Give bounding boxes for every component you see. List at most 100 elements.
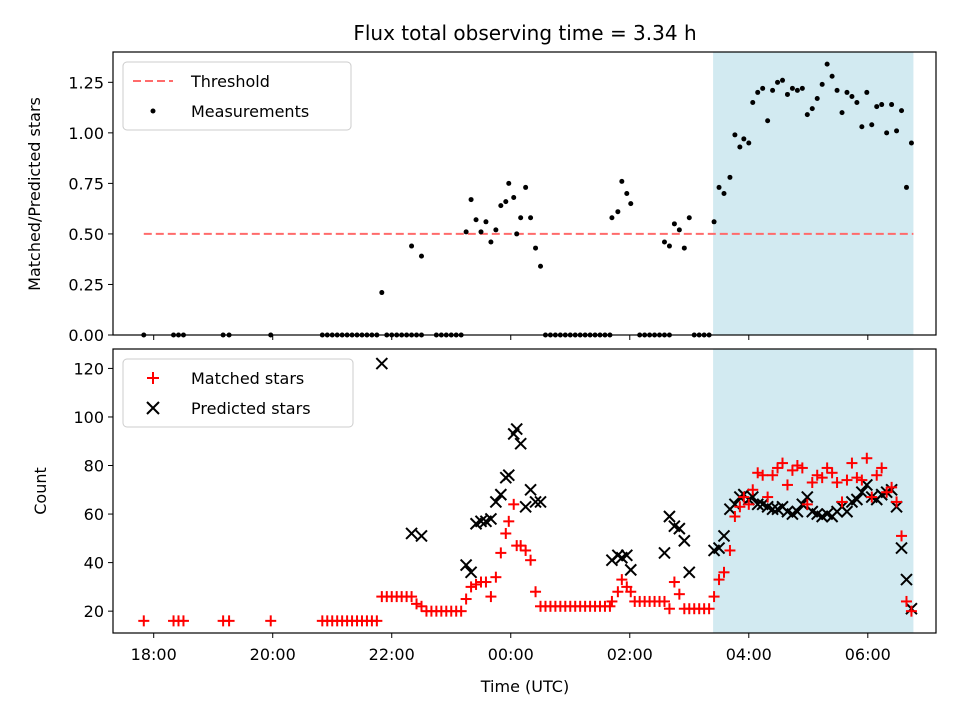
predicted-legend-label: Predicted stars xyxy=(191,399,311,418)
measurement-point xyxy=(789,85,795,91)
measurement-point xyxy=(671,221,677,227)
matched-star-point xyxy=(673,588,685,600)
bottom-plot-frame xyxy=(112,348,937,634)
measurement-point xyxy=(483,219,489,225)
predicted-star-point xyxy=(658,546,671,560)
y-tick-label: 100 xyxy=(73,408,104,427)
matched-star-point xyxy=(708,591,720,603)
x-axis-label: Time (UTC) xyxy=(480,677,569,696)
predicted-star-point xyxy=(624,563,637,577)
predicted-star-point xyxy=(524,483,537,496)
measurement-point xyxy=(666,243,672,249)
x-tick-label: 04:00 xyxy=(726,645,772,664)
predicted-star-point xyxy=(850,493,864,506)
matched-star-point xyxy=(612,586,624,598)
matched-star-point xyxy=(821,462,833,474)
measurement-point xyxy=(884,130,890,136)
measurement-point xyxy=(379,290,385,296)
measurement-point xyxy=(849,93,855,99)
predicted-star-point xyxy=(895,541,908,555)
measurement-point xyxy=(770,87,776,93)
predicted-star-point xyxy=(801,490,814,504)
measurement-point xyxy=(727,174,733,180)
matched-star-point xyxy=(508,498,520,510)
measurement-point xyxy=(834,87,840,93)
matched-star-point xyxy=(490,571,502,583)
bottom-legend: Matched stars Predicted stars xyxy=(122,358,354,428)
measurement-point xyxy=(511,195,517,201)
measurement-point xyxy=(538,263,544,269)
predicted-star-point xyxy=(519,500,532,513)
measurement-point xyxy=(463,229,469,235)
matched-star-point xyxy=(470,578,482,590)
matched-star-point xyxy=(455,605,467,617)
matched-star-point xyxy=(606,595,618,607)
matched-star-point xyxy=(713,574,725,586)
predicted-star-point xyxy=(459,558,473,572)
matched-star-point xyxy=(480,576,492,588)
measurement-point xyxy=(894,128,900,134)
top-plot-frame xyxy=(112,51,937,336)
matched-star-point xyxy=(791,460,803,472)
matched-star-point xyxy=(530,586,542,598)
matched-star-point xyxy=(743,498,755,510)
matched-star-point xyxy=(724,544,736,556)
matched-star-point xyxy=(515,540,527,552)
matched-star-point xyxy=(177,615,189,627)
matched-star-point xyxy=(772,462,784,474)
matched-star-point xyxy=(668,576,680,588)
measurement-point xyxy=(804,112,810,118)
measurement-point xyxy=(624,191,630,196)
matched-star-point xyxy=(757,469,769,481)
matched-star-point xyxy=(900,595,912,607)
predicted-star-point xyxy=(678,534,691,547)
measurement-point xyxy=(874,104,880,110)
matched-star-point xyxy=(781,479,793,491)
predicted-star-point xyxy=(510,422,523,436)
matched-star-point xyxy=(460,593,472,605)
threshold-legend-label: Threshold xyxy=(190,72,270,91)
matched-star-point xyxy=(616,574,628,586)
matched-star-point xyxy=(503,515,515,527)
predicted-star-point xyxy=(712,541,726,555)
y-tick-label: 40 xyxy=(84,554,104,573)
matched-star-point xyxy=(465,581,477,593)
measurement-point xyxy=(809,106,815,112)
matched-star-point xyxy=(826,467,838,479)
matched-star-point xyxy=(856,474,868,486)
measurement-point xyxy=(468,197,474,203)
matched-star-point xyxy=(520,544,532,556)
x-tick-label: 00:00 xyxy=(488,645,534,664)
measurement-point xyxy=(518,215,524,221)
measurement-point xyxy=(829,73,835,79)
measurement-point xyxy=(879,102,885,108)
measurement-point xyxy=(523,184,529,190)
predicted-star-point xyxy=(494,488,508,501)
predicted-star-point xyxy=(728,498,742,511)
measurement-point xyxy=(498,203,504,209)
matched-star-point xyxy=(876,462,888,474)
x-tick-label: 06:00 xyxy=(845,645,891,664)
predicted-star-point xyxy=(673,522,686,535)
matched-star-point xyxy=(415,600,427,612)
predicted-star-point xyxy=(489,495,503,509)
measurement-point xyxy=(528,215,534,221)
top-y-ticks: 0.00 0.25 0.50 0.75 1.00 1.25 xyxy=(68,73,113,345)
measurement-point xyxy=(506,180,512,186)
measurement-point xyxy=(493,227,499,233)
matched-star-point xyxy=(896,530,908,542)
measurement-point xyxy=(775,79,781,85)
measurement-point xyxy=(473,217,479,223)
predicted-star-point xyxy=(663,510,676,523)
predicted-star-point xyxy=(464,566,478,579)
predicted-star-point xyxy=(405,527,418,540)
matched-star-point xyxy=(223,615,235,627)
matched-star-point xyxy=(881,486,893,498)
measurement-point xyxy=(869,122,875,128)
matched-star-point xyxy=(265,615,277,627)
flux-ratio-panel: 0.00 0.25 0.50 0.75 1.00 1.25 Matched/Predict… xyxy=(25,51,937,345)
predicted-star-point xyxy=(514,437,527,450)
matched-star-point xyxy=(816,472,828,484)
matched-star-point xyxy=(738,491,750,503)
matched-star-point xyxy=(500,527,512,539)
